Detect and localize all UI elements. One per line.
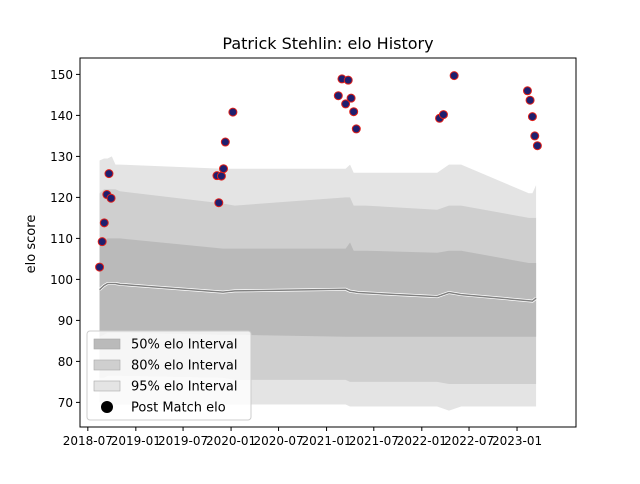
post-match-elo-point bbox=[104, 169, 114, 179]
post-match-elo-point bbox=[216, 171, 226, 181]
chart-title: Patrick Stehlin: elo History bbox=[222, 34, 433, 53]
x-tick-label: 2019-01 bbox=[111, 434, 161, 448]
post-match-elo-point bbox=[99, 218, 109, 228]
mean-elo-line bbox=[99, 282, 537, 302]
y-axis-label: elo score bbox=[24, 215, 39, 274]
y-tick-label: 110 bbox=[50, 232, 73, 246]
post-match-elo-point bbox=[97, 237, 107, 247]
legend-swatch-80 bbox=[93, 359, 121, 371]
post-match-elo-point bbox=[95, 262, 105, 272]
post-match-elo-point bbox=[530, 131, 540, 141]
post-match-elo-point bbox=[219, 164, 229, 174]
post-match-elo-point bbox=[351, 124, 361, 134]
x-tick-label: 2021-07 bbox=[349, 434, 399, 448]
post-match-elo-point bbox=[522, 86, 532, 96]
x-tick-label: 2020-07 bbox=[253, 434, 303, 448]
y-tick-label: 120 bbox=[50, 191, 73, 205]
post-match-elo-point bbox=[449, 71, 459, 81]
post-match-elo-point bbox=[343, 75, 353, 85]
y-tick-label: 90 bbox=[58, 314, 73, 328]
legend-swatch-95 bbox=[93, 380, 121, 392]
post-match-elo-point bbox=[346, 93, 356, 103]
y-tick-label: 130 bbox=[50, 150, 73, 164]
y-tick-label: 140 bbox=[50, 109, 73, 123]
post-match-elo-point bbox=[438, 110, 448, 120]
x-tick-label: 2019-07 bbox=[158, 434, 208, 448]
legend-label: 80% elo Interval bbox=[131, 359, 238, 374]
y-tick-label: 80 bbox=[58, 355, 73, 369]
post-match-elo-point bbox=[106, 193, 116, 203]
x-tick-label: 2022-07 bbox=[444, 434, 494, 448]
band-50-interval bbox=[99, 238, 537, 337]
post-match-elo-point bbox=[532, 141, 542, 151]
legend-label: 50% elo Interval bbox=[131, 338, 238, 353]
legend-label: 95% elo Interval bbox=[131, 380, 238, 395]
x-tick-label: 2018-07 bbox=[63, 434, 113, 448]
post-match-elo-point bbox=[525, 95, 535, 105]
post-match-elo-point bbox=[220, 137, 230, 147]
axes-frame bbox=[79, 57, 577, 428]
y-tick-label: 100 bbox=[50, 273, 73, 287]
y-tick-label: 150 bbox=[50, 68, 73, 82]
post-match-elo-point bbox=[527, 112, 537, 122]
y-tick-label: 70 bbox=[58, 396, 73, 410]
post-match-elo-point bbox=[214, 198, 224, 208]
legend-box bbox=[86, 330, 252, 421]
post-match-elo-point bbox=[341, 99, 351, 109]
legend-marker-post-match bbox=[101, 401, 113, 413]
post-match-elo-point bbox=[333, 91, 343, 101]
x-tick-label: 2022-01 bbox=[397, 434, 447, 448]
legend-swatch-50 bbox=[93, 338, 121, 350]
post-match-elo-point bbox=[228, 107, 238, 117]
legend: 50% elo Interval 80% elo Interval 95% elo … bbox=[86, 330, 252, 421]
legend-label: Post Match elo bbox=[131, 401, 226, 416]
x-tick-label: 2021-01 bbox=[301, 434, 351, 448]
post-match-elo-point bbox=[349, 107, 359, 117]
x-tick-label: 2023-01 bbox=[492, 434, 542, 448]
x-tick-label: 2020-01 bbox=[206, 434, 256, 448]
